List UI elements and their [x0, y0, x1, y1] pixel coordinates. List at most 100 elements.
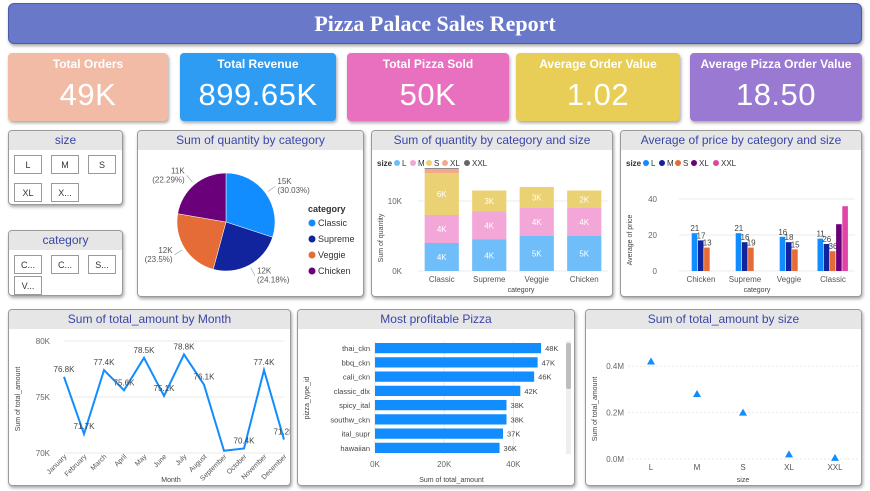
line-data-label: 78.5K: [134, 346, 156, 355]
clustered-legend-marker-l: [643, 160, 649, 166]
line-x-tick-july: July: [175, 453, 189, 467]
clustered-data-label: 16: [778, 228, 787, 237]
stacked-legend-marker-xxl: [464, 160, 470, 166]
pie-legend-label-classic: Classic: [318, 218, 348, 228]
category-slicer[interactable]: category C... C... S... V...: [8, 230, 123, 296]
scatter-x-tick-l: L: [649, 463, 654, 472]
scatter-y-tick: 0.2M: [606, 409, 624, 418]
hbar-scrollbar-track: [566, 341, 571, 454]
category-slicer-title: category: [9, 231, 122, 250]
stacked-legend-label-l: L: [402, 159, 407, 168]
hbar-data-label: 38K: [510, 415, 523, 424]
stacked-data-label: 3K: [484, 197, 494, 206]
line-y-tick: 70K: [36, 449, 51, 458]
kpi-label: Total Revenue: [217, 57, 299, 71]
kpi-card-average-pizza-order-value: Average Pizza Order Value 18.50: [690, 53, 862, 121]
hbar-x-tick: 40K: [506, 460, 521, 469]
category-slicer-option-chicken[interactable]: C...: [51, 255, 79, 274]
clustered-x-tick-classic: Classic: [820, 275, 846, 284]
stacked-bar-veggie-m: [519, 208, 554, 236]
clustered-legend-label-xl: XL: [699, 159, 709, 168]
kpi-card-average-order-value: Average Order Value 1.02: [516, 53, 680, 121]
line-chart-panel[interactable]: Sum of total_amount by Month 70K 75K 80K Su…: [8, 309, 291, 486]
size-slicer-option-s[interactable]: S: [88, 155, 116, 174]
line-x-tick-april: April: [114, 453, 129, 468]
kpi-value: 18.50: [735, 77, 817, 112]
hbar-data-label: 42K: [524, 387, 537, 396]
pie-slice-veggie: [176, 213, 227, 270]
stacked-bar-chicken-s: [567, 190, 602, 208]
hbar-y-tick-thai-ckn: thai_ckn: [342, 344, 370, 353]
pie-leader-supreme: [250, 267, 256, 276]
stacked-bar-supreme-l: [472, 239, 507, 271]
hbar-y-tick-spicy-ital: spicy_ital: [339, 401, 370, 410]
line-x-tick-february: February: [64, 453, 89, 478]
scatter-x-tick-xl: XL: [784, 463, 794, 472]
category-slicer-option-classic[interactable]: C...: [14, 255, 42, 274]
line-x-tick-june: June: [153, 453, 169, 469]
clustered-bar-supreme-m: [741, 242, 748, 271]
stacked-data-label: 4K: [579, 218, 589, 227]
stacked-data-label: 4K: [532, 218, 542, 227]
hbar-y-axis-title: pizza_type_id: [304, 376, 311, 419]
hbar-y-tick-hawaiian: hawaiian: [340, 444, 370, 453]
clustered-bar-chicken-m: [697, 240, 704, 271]
stacked-data-label: 4K: [437, 225, 447, 234]
stacked-bar-classic-m: [424, 215, 459, 243]
clustered-data-label: 18: [785, 233, 794, 242]
clustered-bar-classic-xl: [836, 224, 842, 271]
line-y-axis-title: Sum of total_amount: [15, 367, 22, 432]
stacked-bar-veggie-s: [519, 187, 554, 208]
stacked-x-axis-title: category: [508, 287, 535, 294]
clustered-data-label: 21: [690, 224, 699, 233]
stacked-chart-panel[interactable]: Sum of quantity by category and size siz…: [371, 130, 613, 297]
stacked-bar-chicken-l: [567, 236, 602, 271]
pie-legend-marker-classic: [308, 219, 316, 227]
clustered-chart-panel[interactable]: Average of price by category and size si…: [620, 130, 862, 297]
line-x-axis-title: Month: [161, 477, 181, 484]
hbar-chart-panel[interactable]: Most profitable Pizza 0K 20K 40K thai_ckn 48…: [297, 309, 575, 486]
size-slicer-option-m[interactable]: M: [51, 155, 79, 174]
stacked-legend-label-m: M: [418, 159, 425, 168]
hbar-bar-bbq-ckn: [375, 357, 538, 368]
clustered-legend-label-xxl: XXL: [721, 159, 737, 168]
stacked-bar-veggie-l: [519, 236, 554, 271]
clustered-bar-chicken-l: [691, 233, 698, 271]
pie-legend-marker-supreme: [308, 235, 316, 243]
line-data-label: 75.1K: [154, 384, 176, 393]
kpi-label: Average Order Value: [539, 57, 657, 71]
hbar-x-axis-title: Sum of total_amount: [419, 477, 484, 484]
category-slicer-option-supreme[interactable]: S...: [88, 255, 116, 274]
clustered-data-label: 13: [703, 239, 712, 248]
hbar-bar-hawaiian: [375, 442, 500, 454]
clustered-y-tick: 40: [648, 195, 657, 204]
line-x-tick-may: May: [134, 453, 149, 468]
hbar-data-label: 36K: [504, 444, 517, 453]
pie-chart-panel[interactable]: Sum of quantity by category 15K (30.03%) 1…: [137, 130, 364, 297]
size-slicer-option-xl[interactable]: XL: [14, 183, 42, 202]
stacked-bar-supreme-m: [472, 211, 507, 240]
size-slicer[interactable]: size L M S XL X...: [8, 130, 123, 205]
pie-leader-veggie: [174, 249, 183, 256]
hbar-bar-thai-ckn: [375, 342, 542, 354]
pie-data-label-classic: 15K (30.03%): [277, 177, 310, 195]
horizontal-bar-chart: 0K 20K 40K thai_ckn 48K bbq_ckn 47K cali_ckn 46K…: [304, 341, 571, 484]
hbar-bar-spicy-ital: [375, 399, 507, 411]
stacked-x-tick-veggie: Veggie: [525, 275, 550, 284]
clustered-y-axis-title: Average of price: [627, 214, 634, 265]
scatter-chart-panel[interactable]: Sum of total_amount by size 0.0M 0.2M 0.4M…: [585, 309, 862, 486]
kpi-label: Total Pizza Sold: [382, 57, 474, 71]
size-slicer-option-xxl[interactable]: X...: [51, 183, 79, 202]
category-slicer-option-veggie[interactable]: V...: [14, 276, 42, 295]
size-slicer-option-l[interactable]: L: [14, 155, 42, 174]
pie-slice-supreme: [212, 221, 273, 272]
kpi-label: Total Orders: [52, 57, 124, 71]
stacked-bar-classic-xxl: [424, 168, 459, 169]
scatter-x-tick-m: M: [694, 463, 701, 472]
stacked-data-label: 4K: [484, 222, 494, 231]
kpi-value: 1.02: [566, 77, 630, 112]
line-series-total-amount: [63, 352, 285, 452]
clustered-bar-supreme-l: [735, 233, 742, 271]
scatter-point-s: [739, 408, 747, 416]
pie-slice-chicken: [177, 172, 227, 223]
